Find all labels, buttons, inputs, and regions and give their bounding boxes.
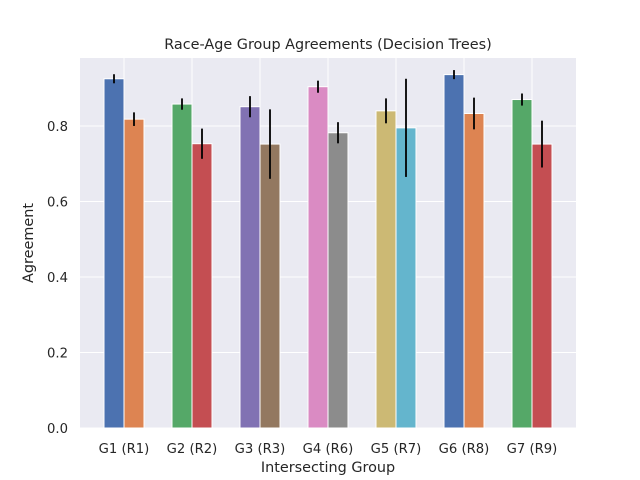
- y-tick-label: 0.4: [47, 271, 68, 286]
- bar: [307, 86, 329, 429]
- x-tick-label: G4 (R6): [303, 442, 354, 457]
- bars-layer: [103, 74, 553, 429]
- bar: [259, 143, 281, 429]
- bar: [123, 118, 145, 429]
- x-tick-label: G3 (R3): [235, 442, 286, 457]
- x-tick-label: G2 (R2): [167, 442, 218, 457]
- bar: [443, 74, 465, 429]
- bar: [531, 143, 553, 429]
- bar: [103, 78, 125, 429]
- x-tick-label: G7 (R9): [507, 442, 558, 457]
- bar: [171, 103, 193, 429]
- x-axis-ticks: G1 (R1) G2 (R2) G3 (R3) G4 (R6) G5 (R7) G6 (R…: [99, 442, 558, 457]
- bar: [191, 143, 213, 429]
- y-axis-ticks: 0.0 0.2 0.4 0.6 0.8: [47, 120, 68, 437]
- bar: [375, 110, 397, 429]
- y-tick-label: 0.0: [47, 422, 68, 437]
- bar: [463, 113, 485, 429]
- y-axis-label: Agreement: [21, 203, 37, 283]
- y-tick-label: 0.6: [47, 195, 68, 210]
- x-tick-label: G5 (R7): [371, 442, 422, 457]
- y-tick-label: 0.8: [47, 120, 68, 135]
- bar: [327, 132, 349, 429]
- x-axis-label: Intersecting Group: [261, 460, 395, 476]
- x-tick-label: G1 (R1): [99, 442, 150, 457]
- y-tick-label: 0.2: [47, 346, 68, 361]
- chart-title: Race-Age Group Agreements (Decision Tree…: [164, 37, 491, 53]
- error-bars-layer: [113, 70, 543, 179]
- x-tick-label: G6 (R8): [439, 442, 490, 457]
- bar: [511, 99, 533, 429]
- bar: [239, 106, 261, 429]
